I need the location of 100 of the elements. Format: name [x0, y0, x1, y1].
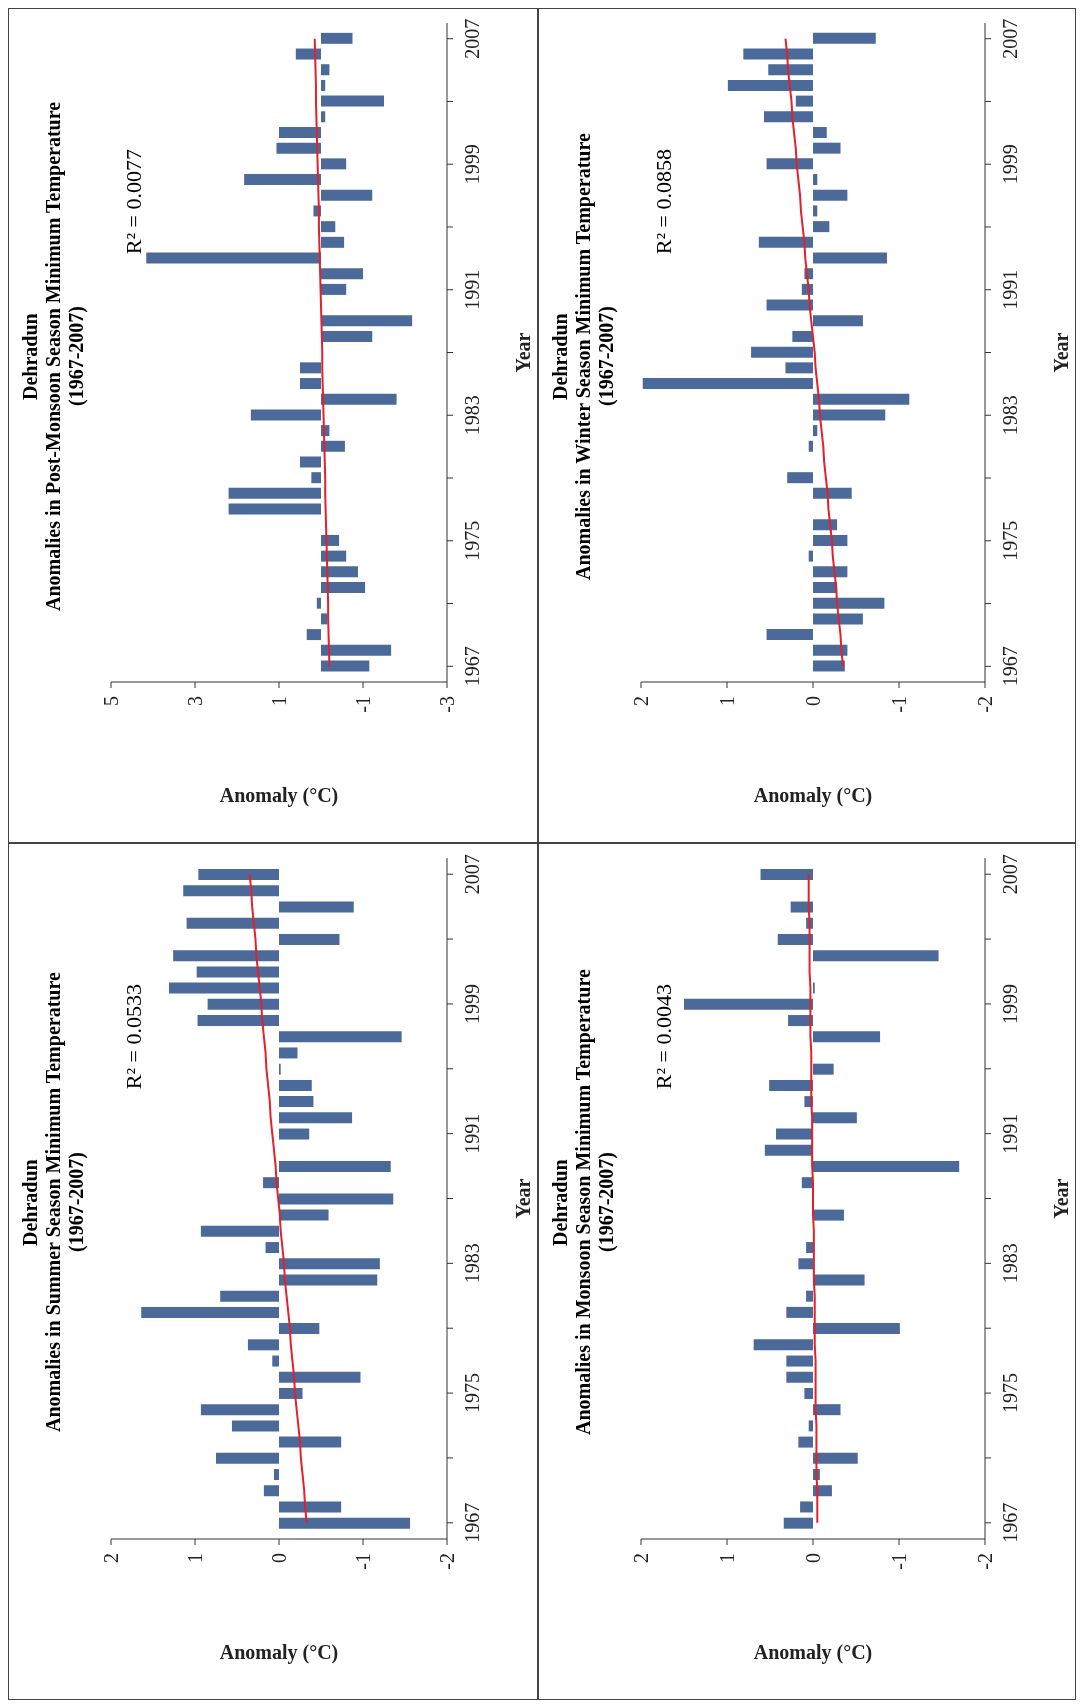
- bar: [321, 32, 353, 44]
- text: Dehradun: [549, 1158, 572, 1248]
- x-tick-label: -3: [436, 696, 458, 713]
- y-tick-label: 1999: [999, 144, 1021, 185]
- bar: [813, 315, 863, 327]
- bar: [684, 998, 813, 1010]
- bar: [279, 1160, 391, 1172]
- bar: [321, 393, 397, 405]
- bar: [321, 268, 363, 280]
- bar: [321, 315, 413, 327]
- bar: [247, 1339, 279, 1351]
- x-tick-label: 2: [630, 1553, 652, 1563]
- bar: [766, 629, 813, 641]
- bar: [743, 48, 813, 60]
- bar: [806, 1290, 813, 1302]
- annotation: R² = 0.0043: [651, 984, 677, 1090]
- bar: [792, 330, 813, 342]
- text: Anomalies in Summer Season Minimum Temperature (1967-2007): [42, 971, 88, 1435]
- bar: [808, 550, 813, 562]
- x-tick-label: 1: [184, 1553, 206, 1563]
- x-axis-title: Anomaly (°C): [753, 1641, 873, 1664]
- bar: [321, 236, 345, 248]
- annotation: R² = 0.0077: [121, 149, 147, 255]
- bar: [753, 1339, 813, 1351]
- bar: [813, 1063, 834, 1075]
- bar: [321, 189, 373, 201]
- bar: [813, 660, 845, 672]
- text: Anomalies in Winter Season Minimum Temperature (1967-2007): [572, 132, 618, 582]
- bar: [316, 597, 321, 609]
- bar: [250, 409, 321, 421]
- bar: [763, 111, 813, 123]
- y-axis-title: Year: [512, 332, 535, 373]
- bar: [783, 1517, 813, 1529]
- bar: [786, 1371, 813, 1383]
- bar: [279, 1047, 298, 1059]
- x-tick-label: 1: [268, 696, 290, 706]
- bar: [798, 1436, 813, 1448]
- x-tick-label: 0: [802, 1553, 824, 1563]
- y-tick-label: 1983: [999, 395, 1021, 436]
- bar: [813, 1160, 960, 1172]
- x-tick-label: -2: [974, 1553, 996, 1570]
- y-tick-label: 1999: [461, 983, 483, 1024]
- bar: [769, 1079, 813, 1091]
- bar: [146, 252, 321, 264]
- bar: [758, 236, 813, 248]
- bar: [306, 629, 321, 641]
- y-axis-title: Year: [512, 1178, 535, 1219]
- bar: [804, 1387, 813, 1399]
- bar: [276, 142, 321, 154]
- bar: [813, 425, 818, 437]
- y-tick-label: 1967: [999, 1502, 1021, 1543]
- bar: [813, 613, 863, 625]
- bar: [321, 550, 347, 562]
- bar: [321, 660, 370, 672]
- bar: [764, 1144, 813, 1156]
- y-tick-label: 1991: [999, 1113, 1021, 1154]
- bar: [321, 582, 366, 594]
- bar: [321, 111, 326, 123]
- bar: [321, 221, 336, 233]
- bar: [321, 566, 358, 578]
- bar: [279, 1436, 342, 1448]
- bar: [786, 1306, 813, 1318]
- bar: [813, 950, 939, 962]
- y-tick-label: 1983: [461, 395, 483, 436]
- x-tick-label: -1: [888, 1553, 910, 1570]
- y-axis-title: Year: [1050, 332, 1073, 373]
- bar: [200, 1404, 279, 1416]
- x-tick-label: -1: [352, 1553, 374, 1570]
- x-axis-title: Anomaly (°C): [753, 784, 873, 807]
- bar: [263, 1485, 279, 1497]
- bar: [198, 869, 279, 881]
- x-tick-label: -1: [888, 696, 910, 713]
- y-tick-label: 1975: [461, 1373, 483, 1414]
- bar: [279, 1517, 411, 1529]
- bar: [813, 174, 818, 186]
- bar: [279, 1096, 314, 1108]
- bar: [751, 346, 813, 358]
- y-tick-label: 1983: [461, 1243, 483, 1284]
- bar: [813, 205, 818, 217]
- bar: [785, 362, 813, 374]
- bar: [813, 597, 885, 609]
- y-tick-label: 1975: [999, 1373, 1021, 1414]
- bar: [279, 1274, 378, 1286]
- x-tick-label: 2: [100, 1553, 122, 1563]
- bar: [813, 566, 848, 578]
- bar: [798, 1258, 813, 1270]
- bar: [186, 917, 279, 929]
- y-tick-label: 1999: [461, 144, 483, 185]
- bar: [642, 378, 813, 390]
- y-tick-label: 1991: [461, 1113, 483, 1154]
- bar: [813, 487, 852, 499]
- bar: [279, 1112, 353, 1124]
- bar: [813, 1404, 841, 1416]
- bar: [766, 299, 813, 311]
- bar: [813, 1112, 857, 1124]
- bar: [813, 189, 848, 201]
- bar: [300, 362, 321, 374]
- bar: [800, 1501, 813, 1513]
- bar: [813, 534, 848, 546]
- bar: [279, 1031, 402, 1043]
